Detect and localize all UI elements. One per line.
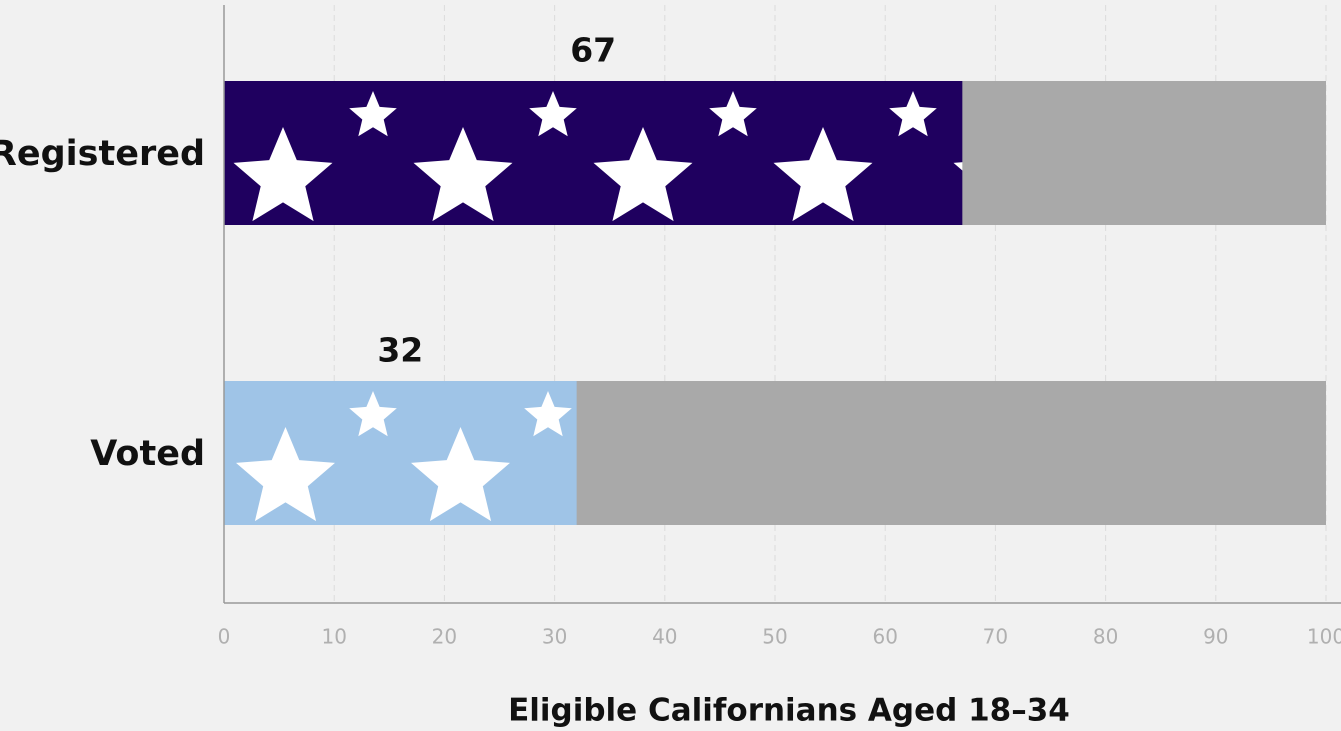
category-label: Registered xyxy=(0,134,205,174)
x-tick-label: 60 xyxy=(872,625,897,649)
value-label: 32 xyxy=(377,331,423,370)
bar xyxy=(224,81,962,225)
x-tick-label: 70 xyxy=(983,625,1008,649)
chart: Eligible Californians Aged 18–34 0 10 20 30… xyxy=(0,0,1341,731)
x-tick-label: 100 xyxy=(1307,625,1341,649)
x-tick-label: 90 xyxy=(1203,625,1228,649)
x-tick-label: 80 xyxy=(1093,625,1118,649)
value-label: 67 xyxy=(570,31,616,70)
x-tick-label: 40 xyxy=(652,625,677,649)
x-axis-title: Eligible Californians Aged 18–34 xyxy=(508,693,1070,729)
bar xyxy=(224,381,577,525)
category-label: Voted xyxy=(90,434,205,474)
x-tick-label: 30 xyxy=(542,625,567,649)
x-tick-label: 50 xyxy=(762,625,787,649)
x-tick-label: 0 xyxy=(218,625,231,649)
x-tick-label: 10 xyxy=(321,625,346,649)
x-tick-label: 20 xyxy=(432,625,457,649)
